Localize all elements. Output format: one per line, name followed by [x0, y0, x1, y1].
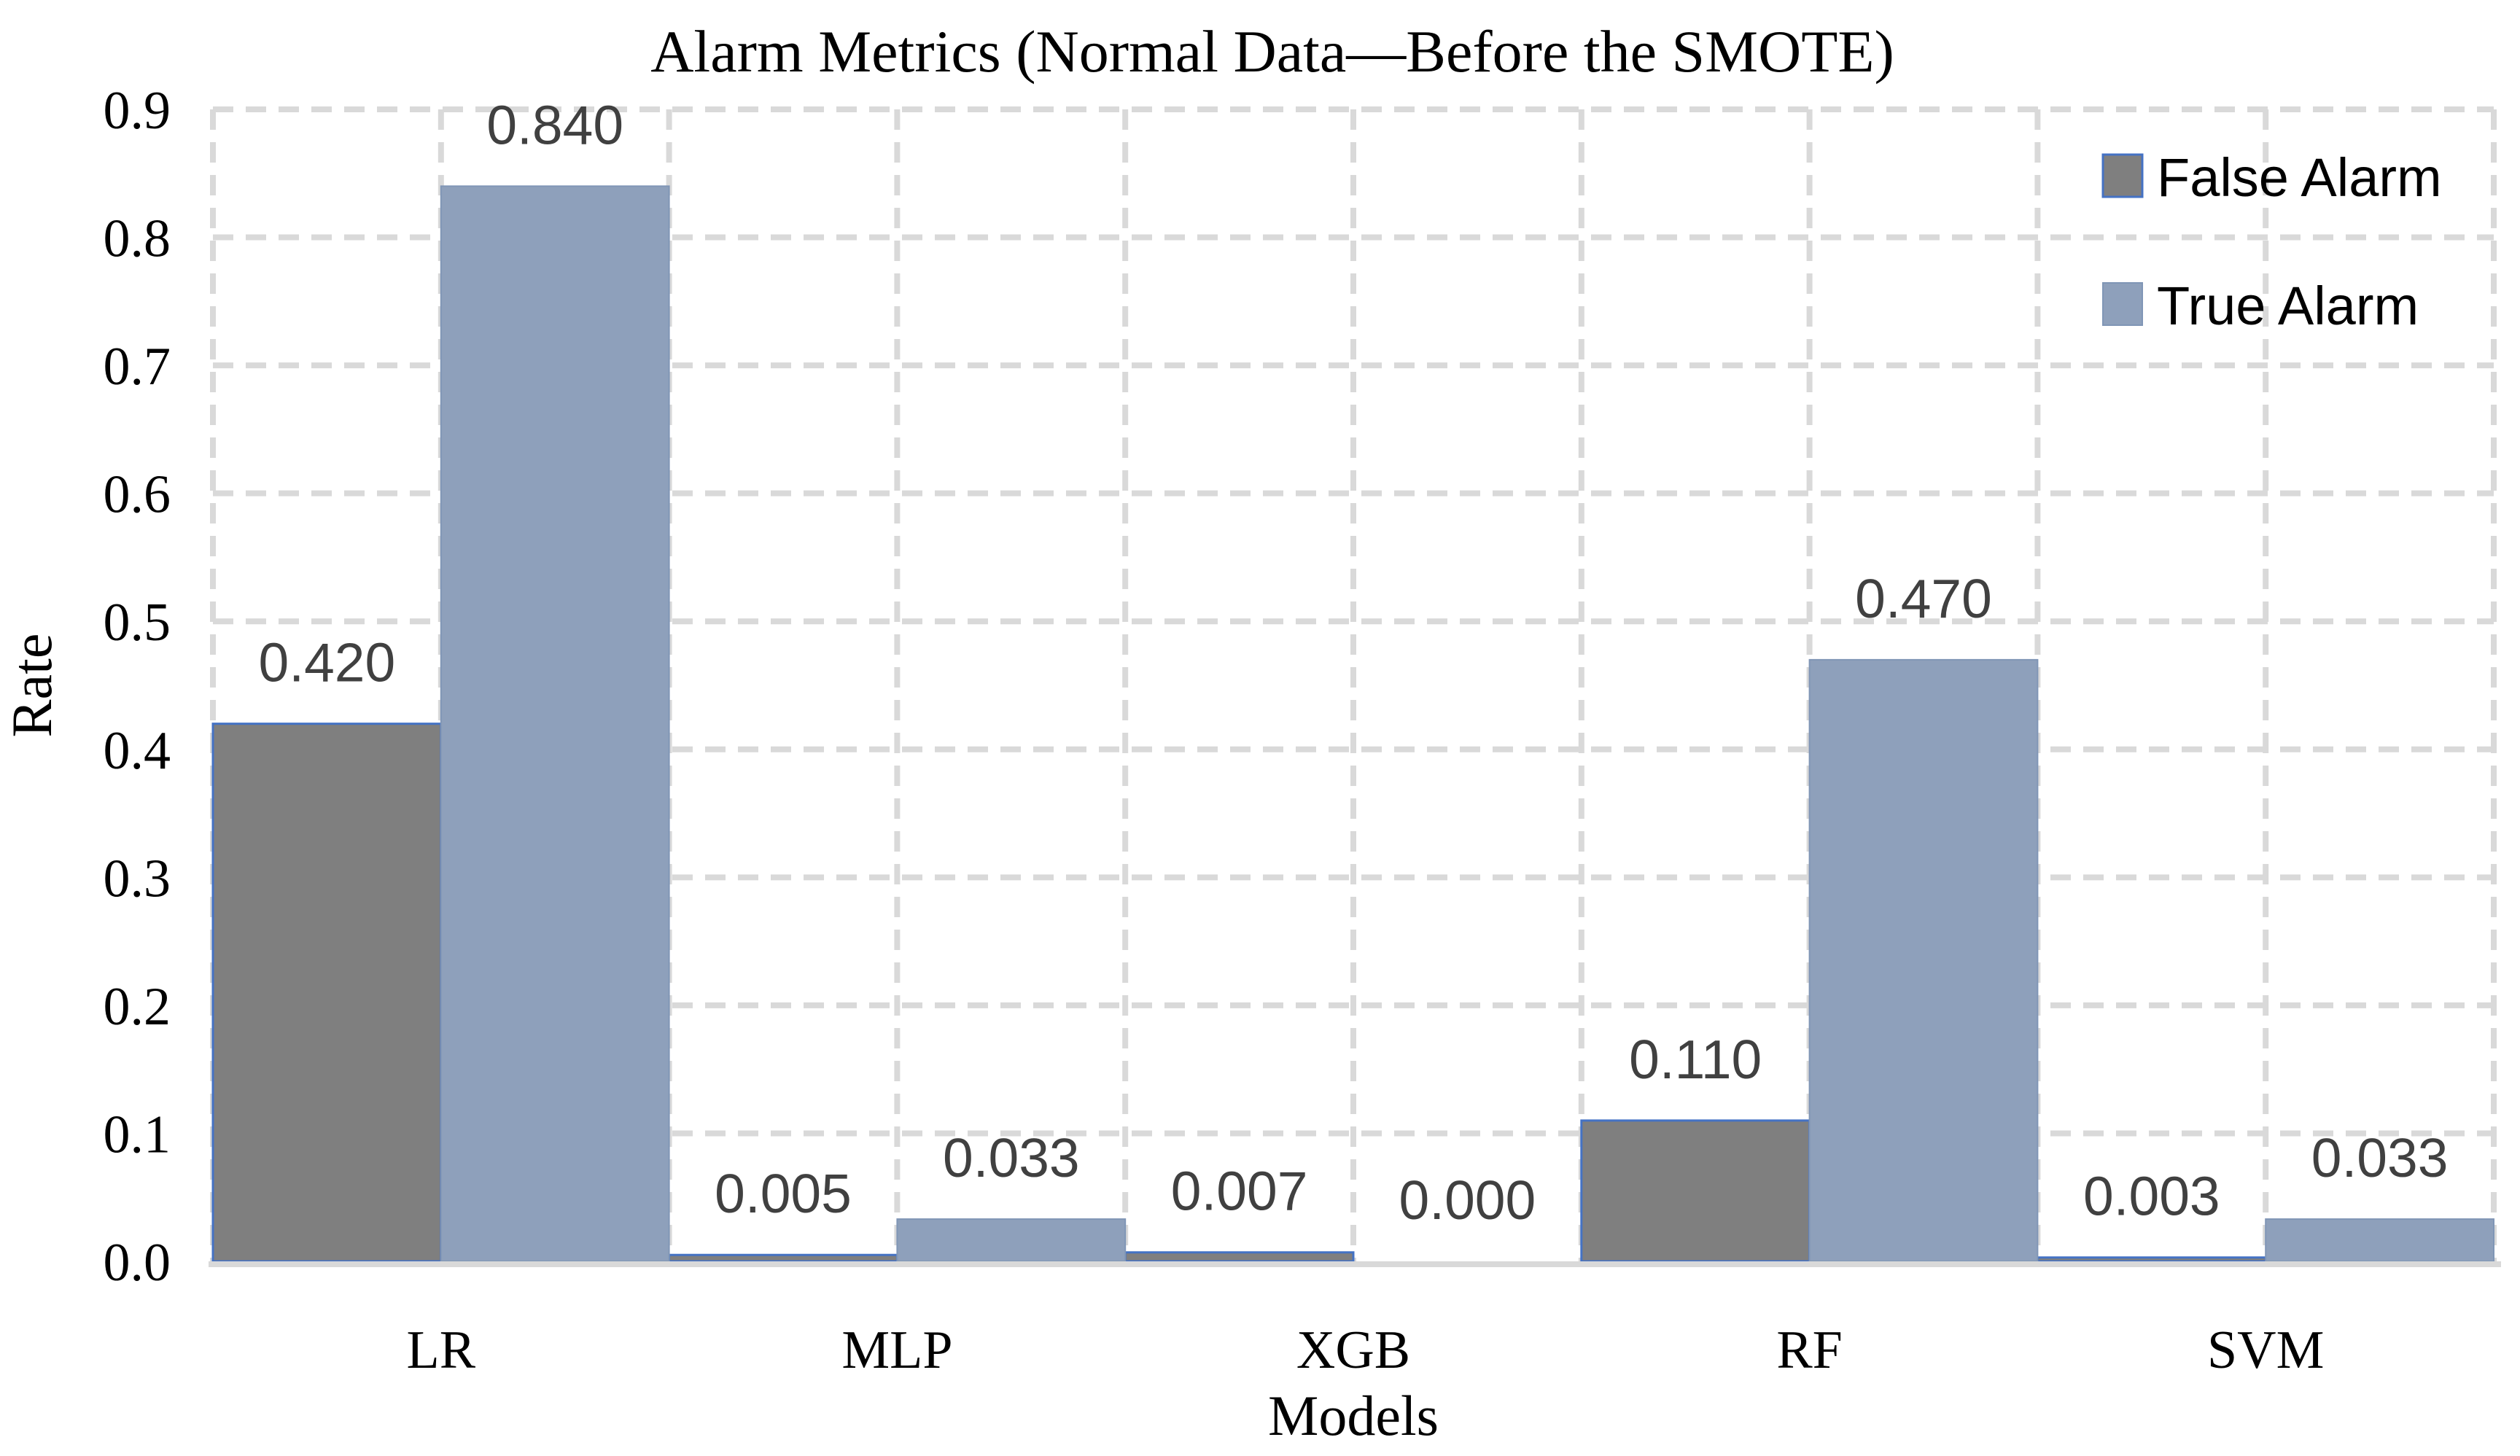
y-axis-tick-label: 0.3 — [104, 849, 171, 908]
legend-swatch-true-alarm — [2102, 282, 2143, 326]
bar-value-label: 0.110 — [1629, 1029, 1762, 1090]
true-alarm-bar — [1808, 658, 2039, 1262]
true-alarm-bar — [2265, 1218, 2494, 1262]
bar-value-label: 0.003 — [2083, 1166, 2220, 1227]
bar-value-label: 0.470 — [1855, 568, 1992, 629]
true-alarm-bar — [440, 185, 670, 1262]
bar-value-label: 0.420 — [259, 632, 396, 693]
y-axis-tick-label: 0.7 — [104, 337, 171, 397]
false-alarm-bar — [1124, 1251, 1355, 1263]
false-alarm-bar — [2036, 1256, 2267, 1263]
x-axis-category-label: RF — [1776, 1320, 1843, 1380]
legend: False Alarm True Alarm — [2101, 147, 2442, 336]
x-axis-title: Models — [1268, 1384, 1439, 1447]
x-axis-category-label: SVM — [2207, 1320, 2324, 1380]
x-axis-category-label: XGB — [1296, 1320, 1410, 1380]
y-axis-title: Rate — [0, 634, 63, 738]
y-axis-tick-label: 0.9 — [104, 81, 171, 141]
x-axis-category-label: MLP — [841, 1320, 952, 1380]
chart-title: Alarm Metrics (Normal Data—Before the SM… — [650, 18, 1894, 85]
bar-value-label: 0.840 — [486, 94, 623, 155]
bar-value-label: 0.000 — [1399, 1169, 1536, 1231]
bar-value-label: 0.007 — [1171, 1161, 1308, 1222]
y-axis-tick-label: 0.8 — [104, 209, 171, 269]
y-axis-tick-labels: 0.0 0.1 0.2 0.3 0.4 0.5 0.6 0.7 0.8 0.9 — [104, 81, 171, 1293]
legend-label-false-alarm: False Alarm — [2157, 147, 2442, 208]
y-axis-tick-label: 0.0 — [104, 1233, 171, 1293]
false-alarm-bar — [668, 1253, 898, 1263]
bar-value-labels: 0.420 0.005 0.007 0.110 0.003 0.840 0.033 0.000… — [259, 94, 2449, 1231]
y-axis-tick-label: 0.4 — [104, 721, 171, 781]
y-axis-tick-label: 0.1 — [104, 1105, 171, 1164]
x-axis-category-labels: LR MLP XGB RF SVM — [407, 1320, 2325, 1380]
bar-value-label: 0.005 — [715, 1163, 852, 1224]
bar-value-label: 0.033 — [943, 1127, 1080, 1188]
false-alarm-bar — [211, 723, 443, 1263]
true-alarm-bar — [896, 1218, 1127, 1262]
x-axis-category-label: LR — [407, 1320, 476, 1380]
bar-series — [211, 185, 2494, 1263]
y-axis-tick-label: 0.5 — [104, 593, 171, 653]
false-alarm-bar — [1580, 1119, 1811, 1263]
legend-swatch-false-alarm — [2101, 153, 2144, 198]
y-axis-tick-label: 0.2 — [104, 977, 171, 1037]
y-axis-tick-label: 0.6 — [104, 465, 171, 525]
bar-value-label: 0.033 — [2311, 1127, 2449, 1188]
legend-label-true-alarm: True Alarm — [2157, 276, 2419, 336]
